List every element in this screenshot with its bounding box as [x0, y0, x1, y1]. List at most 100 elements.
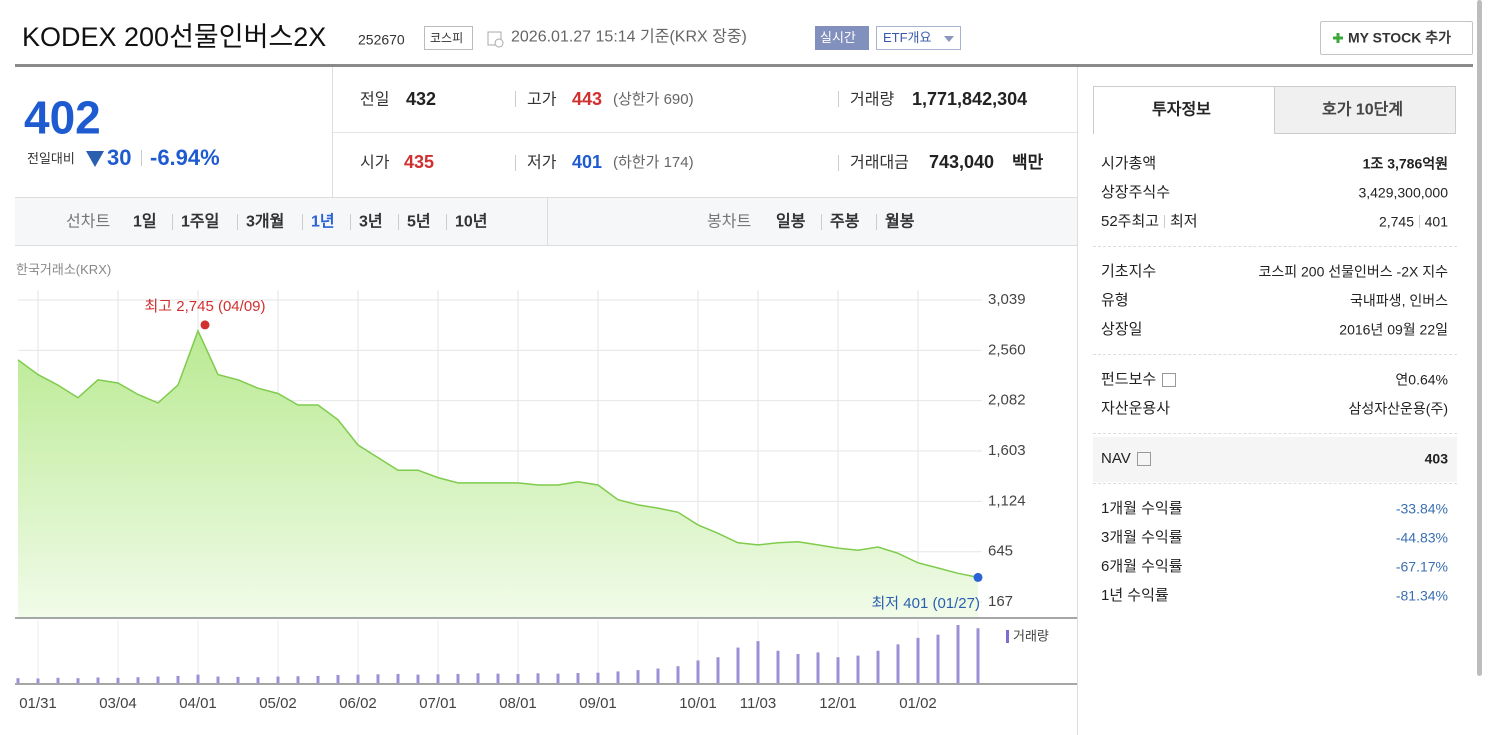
period-tab[interactable]: 3개월	[246, 213, 285, 231]
period-tab[interactable]: 5년	[407, 213, 431, 231]
separator	[141, 150, 142, 166]
low-annotation: 최저 401 (01/27)	[872, 595, 981, 612]
separator	[1419, 215, 1420, 228]
stats-divider	[333, 132, 1077, 133]
volume-bar	[16, 678, 20, 683]
x-tick-label: 03/04	[99, 695, 137, 712]
title: KODEX 200선물인버스2X	[22, 21, 327, 52]
period-tab[interactable]: 10년	[455, 213, 488, 231]
stat-label: 고가	[527, 91, 557, 109]
volume-bar	[856, 655, 860, 683]
volume-bar	[116, 677, 120, 683]
separator	[446, 214, 447, 230]
volume-bar	[296, 676, 300, 683]
volume-bar	[936, 634, 940, 683]
volume-bar	[916, 637, 920, 683]
period-tab[interactable]: 3년	[359, 213, 383, 231]
separator	[1164, 215, 1165, 228]
stat-label: 전일	[360, 91, 390, 109]
candle-tab[interactable]: 주봉	[830, 213, 860, 231]
info-label: 6개월 수익률	[1101, 558, 1183, 575]
volume-bar	[656, 668, 660, 683]
stat-label: 시가	[360, 154, 390, 172]
info-tab[interactable]	[1274, 86, 1456, 134]
info-value: 403	[1424, 450, 1448, 467]
volume-bar	[316, 675, 320, 683]
help-icon[interactable]	[1137, 452, 1151, 466]
volume-bar	[616, 671, 620, 683]
price: 402	[24, 91, 101, 144]
volume-bar	[756, 641, 760, 683]
period-tab[interactable]: 1일	[133, 213, 157, 231]
clock-icon	[487, 31, 504, 48]
volume-bar	[56, 677, 60, 683]
volume-bar	[416, 674, 420, 683]
candle-tab[interactable]: 일봉	[776, 213, 806, 231]
candle-tab[interactable]: 월봉	[885, 213, 915, 231]
volume-bar	[976, 628, 980, 683]
volume-bar	[956, 625, 960, 683]
info-value: 1조 3,786억원	[1362, 155, 1448, 172]
volume-bar	[156, 676, 160, 683]
my-stock-box[interactable]	[1320, 21, 1473, 55]
realtime-badge[interactable]: 실시간	[820, 30, 856, 46]
separator	[237, 214, 238, 230]
stat-value: 432	[406, 89, 437, 110]
period-tab[interactable]: 1년	[311, 213, 335, 231]
volume-bar	[76, 678, 80, 683]
volume-bar	[476, 673, 480, 683]
y-tick-label: 1,603	[988, 442, 1026, 459]
volume-bar	[96, 677, 100, 683]
info-value: -81.34%	[1395, 587, 1448, 604]
plus-icon	[1333, 33, 1343, 43]
stat-value: 435	[404, 152, 435, 173]
info-tab[interactable]: 투자정보	[1152, 101, 1211, 119]
separator	[172, 214, 173, 230]
separator	[838, 91, 839, 107]
my-stock-button[interactable]: MY STOCK 추가	[1348, 29, 1452, 46]
quote-box	[15, 67, 333, 198]
volume-bar	[816, 652, 820, 683]
volume-bar	[176, 675, 180, 683]
line-chart-label: 선차트	[66, 213, 111, 231]
info-label: 52주최고	[1101, 213, 1160, 230]
info-tab[interactable]: 호가 10단계	[1322, 101, 1404, 119]
info-label: 자산운용사	[1101, 400, 1171, 417]
volume-bar	[436, 674, 440, 683]
period-tab[interactable]: 1주일	[181, 213, 220, 231]
volume-bar	[216, 676, 220, 683]
dashed-separator	[1093, 246, 1457, 247]
down-triangle	[86, 151, 104, 167]
stat-unit: 백만	[1012, 152, 1044, 172]
info-tab-active[interactable]	[1093, 86, 1275, 134]
volume-bar	[496, 673, 500, 683]
volume-bar	[596, 672, 600, 683]
x-tick-label: 01/02	[899, 695, 937, 712]
info-value: 연0.64%	[1395, 371, 1448, 388]
separator	[515, 155, 516, 171]
etf-dropdown[interactable]: ETF개요	[883, 30, 932, 46]
info-label: 펀드보수	[1101, 371, 1157, 388]
help-icon[interactable]	[1162, 373, 1176, 387]
change-label: 전일대비	[27, 151, 75, 167]
volume-bar	[896, 644, 900, 683]
tab-row	[15, 198, 1077, 246]
chart-source: 한국거래소(KRX)	[16, 262, 112, 278]
scrollbar[interactable]	[1477, 0, 1482, 676]
info-label: 1년 수익률	[1101, 587, 1169, 604]
change-rate: -6.94%	[150, 144, 220, 170]
stats-bottom	[333, 197, 1077, 198]
x-tick-label: 06/02	[339, 695, 377, 712]
volume-bar	[396, 673, 400, 683]
volume-legend: 거래량	[1013, 628, 1049, 643]
dashed-separator	[1093, 354, 1457, 355]
volume-bar	[576, 673, 580, 683]
stat-label: 거래대금	[850, 154, 909, 172]
info-value: -33.84%	[1395, 500, 1448, 517]
y-tick-label: 167	[988, 593, 1013, 610]
volume-bar	[276, 676, 280, 683]
info-value: 401	[1424, 213, 1448, 230]
info-label: 최저	[1170, 213, 1198, 230]
